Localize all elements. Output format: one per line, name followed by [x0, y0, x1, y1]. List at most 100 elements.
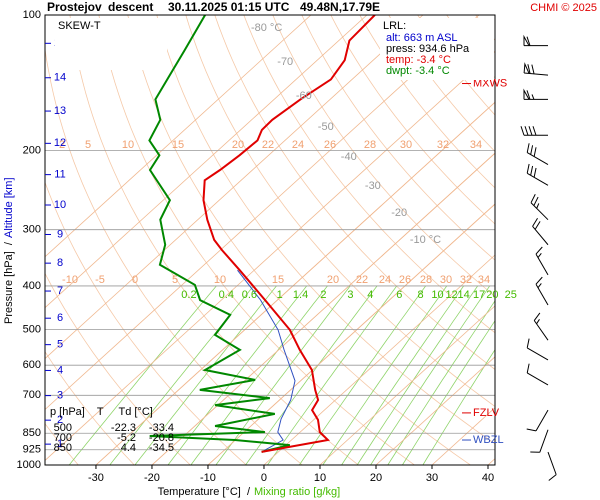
wind-barb: [520, 126, 548, 136]
altitude-label: 7: [57, 285, 63, 297]
adiabat-label: 5: [85, 139, 91, 151]
wind-barb: [526, 163, 549, 186]
y2-axis-label: Altitude [km]: [3, 177, 15, 238]
dry-adiabat: [417, 15, 495, 116]
isotherm-label: -70: [277, 56, 293, 68]
x-tick-label: 10: [314, 472, 326, 484]
wind-barb: [526, 143, 549, 166]
isotherm: [95, 101, 495, 465]
mixing-ratio-label: 8: [417, 289, 423, 301]
y-tick-label: 400: [23, 280, 41, 292]
level-label: WBZL: [473, 434, 504, 446]
dry-adiabat: [185, 15, 495, 407]
plot-frame: [44, 14, 496, 466]
adiabat-label: 34: [470, 139, 482, 151]
altitude-label: 8: [57, 257, 63, 269]
adiabat-label: 22: [262, 139, 274, 151]
isotherm: [45, 15, 480, 411]
background-lines: [45, 15, 495, 465]
altitude-label: 11: [54, 169, 65, 181]
wind-barb: [523, 62, 549, 76]
adiabat-label: 34: [478, 274, 490, 286]
dry-adiabat: [214, 15, 495, 370]
mixing-ratio-label: 17: [473, 289, 485, 301]
altitude-label: 1: [57, 438, 63, 450]
mixing-ratio-line: [190, 285, 328, 465]
wind-barb: [526, 363, 549, 386]
wind-barb: [535, 276, 549, 306]
adiabat-label: 24: [379, 274, 391, 286]
adiabat-label: 5: [172, 274, 178, 286]
dry-adiabat: [45, 350, 135, 465]
mixing-ratio-label: 25: [505, 289, 517, 301]
wind-barb: [526, 409, 549, 432]
isotherm-label: -50: [318, 121, 334, 133]
dry-adiabat: [98, 15, 415, 465]
dry-adiabat: [330, 15, 495, 225]
adiabat-label: 28: [420, 274, 432, 286]
y-tick-label: 300: [23, 224, 41, 236]
lrl-press: press: 934.6 hPa: [386, 43, 470, 55]
altitude-label: 9: [57, 228, 63, 240]
mixing-ratio-label: 12: [445, 289, 457, 301]
isotherm-label: -40: [341, 151, 357, 163]
dry-adiabat: [45, 272, 191, 465]
adiabat-label: 10: [122, 139, 134, 151]
adiabat-label: -5: [95, 274, 105, 286]
mixing-ratio-line: [322, 285, 448, 465]
lrl-box: [380, 18, 494, 80]
profiles: [148, 15, 376, 453]
adiabat-label: 26: [399, 274, 411, 286]
isotherm: [45, 15, 312, 258]
dry-adiabat: [69, 15, 359, 465]
altitude-label: 12: [54, 137, 66, 149]
altitude-label: 3: [57, 390, 63, 402]
isotherm: [45, 15, 424, 360]
table-cell: -20.8: [149, 432, 174, 444]
isotherm-label: -20: [391, 207, 407, 219]
y-tick-label: 700: [23, 389, 41, 401]
time: 30.11.2025 01:15 UTC: [168, 0, 290, 14]
dry-adiabat: [359, 15, 495, 189]
table-cell: 850: [54, 442, 72, 454]
x-tick-label: -30: [88, 472, 104, 484]
y-tick-label: 500: [23, 323, 41, 335]
y-tick-label: 925: [23, 444, 41, 456]
dry-adiabat: [388, 15, 495, 153]
mixing-ratio-label: 2: [320, 289, 326, 301]
isotherm: [45, 50, 495, 461]
mixing-ratio-line: [245, 285, 378, 465]
wind-barb: [533, 312, 549, 341]
x-tick-label: -10: [200, 472, 216, 484]
wind-barb: [547, 451, 557, 481]
credit: CHMI © 2025: [530, 2, 597, 14]
adiabat-label: 2: [59, 139, 65, 151]
isotherm: [263, 254, 495, 465]
level-label: MXWS: [473, 77, 507, 89]
wind-barb: [532, 218, 549, 246]
x-tick-label: 0: [261, 472, 267, 484]
mixing-ratio-label: 14: [458, 289, 470, 301]
y-axis-label: Pressure [hPa] /: [3, 241, 15, 324]
adiabat-label: 20: [232, 139, 244, 151]
wind-barb: [523, 34, 548, 47]
isotherm-label: -10 °C: [410, 234, 441, 246]
table-cell: 700: [54, 432, 72, 444]
y-axis-labels: Pressure [hPa] / Altitude [km]: [3, 177, 15, 323]
profile-line: [148, 15, 291, 453]
table-cell: 500: [54, 422, 72, 434]
isotherm: [151, 152, 495, 465]
wind-barb: [523, 88, 548, 100]
adiabat-label: 30: [440, 274, 452, 286]
altitude-label: 13: [54, 105, 66, 117]
adiabat-label: -10: [62, 274, 78, 286]
adiabat-label: 30: [400, 139, 412, 151]
x-tick-label: 40: [482, 472, 494, 484]
y-tick-label: 1000: [17, 459, 41, 471]
adiabat-label: 20: [327, 274, 339, 286]
lrl-dwpt: dwpt: -3.4 °C: [386, 65, 450, 77]
altitude-label: 2: [57, 414, 63, 426]
y-tick-label: 200: [23, 144, 41, 156]
altitude-label: 6: [57, 312, 63, 324]
